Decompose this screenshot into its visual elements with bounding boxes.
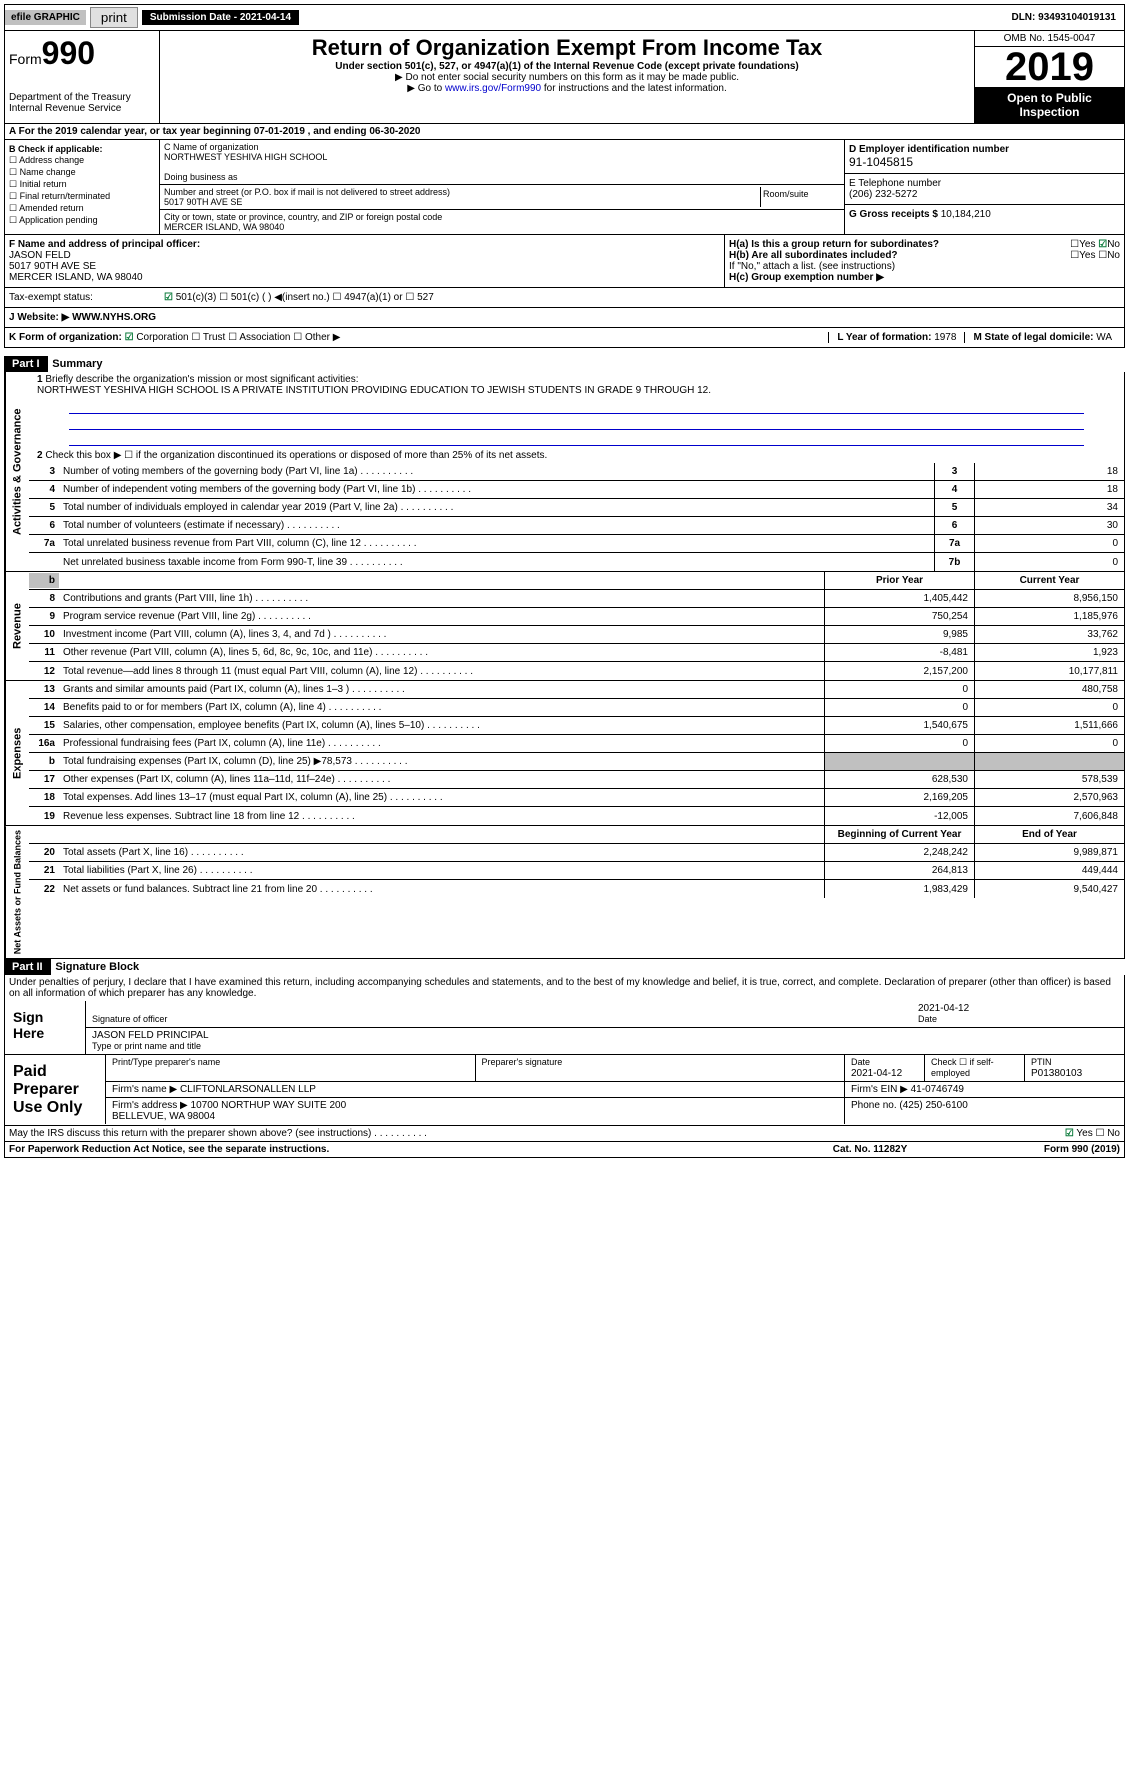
period-row: A For the 2019 calendar year, or tax yea… [4, 124, 1125, 140]
table-row: 18Total expenses. Add lines 13–17 (must … [29, 789, 1124, 807]
org-name: NORTHWEST YESHIVA HIGH SCHOOL [164, 152, 840, 162]
dln: DLN: 93493104019131 [1003, 10, 1124, 25]
part1-header: Part I [4, 356, 48, 372]
part1-expenses: Expenses 13Grants and similar amounts pa… [4, 681, 1125, 826]
row-k: K Form of organization: ☑ Corporation ☐ … [4, 328, 1125, 348]
ein: 91-1045815 [849, 155, 1120, 169]
section-fh: F Name and address of principal officer:… [4, 235, 1125, 288]
part1-governance: Activities & Governance 1 Briefly descri… [4, 372, 1125, 572]
tax-status-row: Tax-exempt status: ☑ 501(c)(3) ☐ 501(c) … [4, 288, 1125, 308]
table-row: 5Total number of individuals employed in… [29, 499, 1124, 517]
mission-text: NORTHWEST YESHIVA HIGH SCHOOL IS A PRIVA… [37, 385, 711, 396]
submission-date: Submission Date - 2021-04-14 [142, 10, 299, 25]
part1-revenue: Revenue bPrior YearCurrent Year 8Contrib… [4, 572, 1125, 681]
tax-year: 2019 [975, 47, 1124, 87]
cb-amended[interactable]: ☐ Amended return [9, 203, 155, 214]
table-row: 13Grants and similar amounts paid (Part … [29, 681, 1124, 699]
table-row: 15Salaries, other compensation, employee… [29, 717, 1124, 735]
note-ssn: ▶ Do not enter social security numbers o… [164, 72, 970, 83]
table-row: 4Number of independent voting members of… [29, 481, 1124, 499]
website: WWW.NYHS.ORG [72, 312, 156, 323]
paid-preparer: Paid Preparer Use Only Print/Type prepar… [4, 1055, 1125, 1126]
part2-header: Part II [4, 959, 51, 975]
part1-netassets: Net Assets or Fund Balances Beginning of… [4, 826, 1125, 959]
firm-name: CLIFTONLARSONALLEN LLP [180, 1084, 316, 1095]
signer-name: JASON FELD PRINCIPAL [92, 1030, 209, 1041]
table-row: bTotal fundraising expenses (Part IX, co… [29, 753, 1124, 771]
table-row: Net unrelated business taxable income fr… [29, 553, 1124, 571]
efile-label: efile GRAPHIC [5, 10, 86, 25]
cb-final[interactable]: ☐ Final return/terminated [9, 191, 155, 202]
dept-label: Department of the Treasury Internal Reve… [9, 92, 155, 114]
top-bar: efile GRAPHIC print Submission Date - 20… [4, 4, 1125, 31]
table-row: 20Total assets (Part X, line 16)2,248,24… [29, 844, 1124, 862]
table-row: 8Contributions and grants (Part VIII, li… [29, 590, 1124, 608]
table-row: 21Total liabilities (Part X, line 26)264… [29, 862, 1124, 880]
cb-initial[interactable]: ☐ Initial return [9, 179, 155, 190]
table-row: 22Net assets or fund balances. Subtract … [29, 880, 1124, 898]
ptin: P01380103 [1031, 1068, 1082, 1079]
gross-receipts: 10,184,210 [941, 209, 991, 220]
inspection-label: Open to Public Inspection [975, 87, 1124, 123]
table-row: 9Program service revenue (Part VIII, lin… [29, 608, 1124, 626]
table-row: 14Benefits paid to or for members (Part … [29, 699, 1124, 717]
check-b-label: B Check if applicable: [9, 144, 155, 154]
form-prefix: Form [9, 51, 42, 67]
form-title: Return of Organization Exempt From Incom… [164, 35, 970, 61]
footer: For Paperwork Reduction Act Notice, see … [4, 1142, 1125, 1158]
table-row: 11Other revenue (Part VIII, column (A), … [29, 644, 1124, 662]
form-number: 990 [42, 35, 95, 71]
irs-link[interactable]: www.irs.gov/Form990 [445, 83, 541, 94]
table-row: 7aTotal unrelated business revenue from … [29, 535, 1124, 553]
form-header: Form990 Department of the Treasury Inter… [4, 31, 1125, 124]
table-row: 16aProfessional fundraising fees (Part I… [29, 735, 1124, 753]
table-row: 3Number of voting members of the governi… [29, 463, 1124, 481]
discuss-row: May the IRS discuss this return with the… [4, 1126, 1125, 1142]
signature-section: Under penalties of perjury, I declare th… [4, 975, 1125, 1055]
table-row: 10Investment income (Part VIII, column (… [29, 626, 1124, 644]
form-subtitle: Under section 501(c), 527, or 4947(a)(1)… [164, 61, 970, 72]
table-row: 17Other expenses (Part IX, column (A), l… [29, 771, 1124, 789]
table-row: 6Total number of volunteers (estimate if… [29, 517, 1124, 535]
cb-pending[interactable]: ☐ Application pending [9, 215, 155, 226]
org-address: 5017 90TH AVE SE [164, 197, 760, 207]
section-bcd: B Check if applicable: ☐ Address change … [4, 140, 1125, 235]
table-row: 12Total revenue—add lines 8 through 11 (… [29, 662, 1124, 680]
website-row: J Website: ▶ WWW.NYHS.ORG [4, 308, 1125, 328]
table-row: 19Revenue less expenses. Subtract line 1… [29, 807, 1124, 825]
print-button[interactable]: print [90, 7, 138, 28]
cb-name[interactable]: ☐ Name change [9, 167, 155, 178]
cb-address[interactable]: ☐ Address change [9, 155, 155, 166]
org-city: MERCER ISLAND, WA 98040 [164, 222, 840, 232]
officer-name: JASON FELD [9, 250, 71, 261]
phone: (206) 232-5272 [849, 189, 1120, 200]
